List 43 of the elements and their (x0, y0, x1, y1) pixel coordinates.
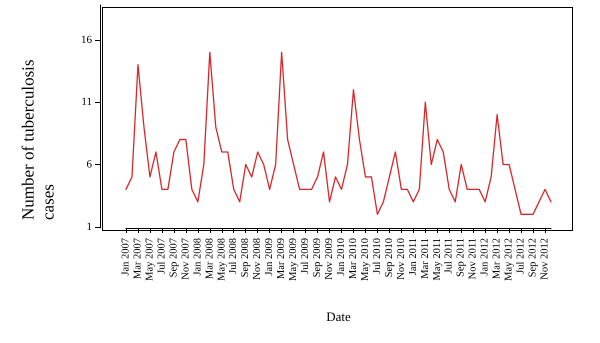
y-tick-label: 11 (81, 96, 92, 108)
y-tick-label: 1 (86, 220, 92, 233)
y-axis-title: Number of tuberculosis cases (18, 55, 58, 220)
x-tick-label: Sep 2011 (456, 238, 467, 277)
x-tick-label: Mar 2012 (492, 238, 503, 280)
x-tick-label: May 2009 (288, 238, 300, 281)
x-axis-title: Date (326, 309, 351, 324)
x-tick-label: Nov 2010 (396, 238, 407, 280)
x-tick-label: Jul 2010 (372, 238, 383, 274)
x-tick-label: Jul 2011 (444, 238, 455, 274)
x-tick-label: Nov 2008 (252, 238, 264, 280)
x-tick-label: Nov 2007 (180, 238, 192, 280)
x-tick-label: Jul 2008 (228, 238, 240, 274)
x-tick-label: May 2011 (432, 238, 443, 280)
x-tick-label: Nov 2012 (540, 238, 551, 280)
x-tick-label: Jul 2012 (516, 238, 527, 274)
x-tick-label: May 2008 (216, 238, 228, 281)
x-tick-label: Jul 2007 (156, 238, 168, 274)
x-tick-label: Jan 2010 (336, 238, 347, 276)
x-tick-label: May 2007 (144, 238, 156, 281)
x-tick-label: Mar 2007 (132, 238, 144, 280)
x-tick-label: Sep 2010 (384, 238, 395, 278)
x-tick-label: Nov 2009 (324, 238, 336, 280)
x-tick-label: Jan 2008 (192, 238, 204, 276)
x-tick-label: Mar 2011 (420, 238, 431, 279)
x-tick-label: May 2010 (360, 238, 371, 281)
line-series (125, 52, 552, 215)
y-tick-label: 16 (81, 34, 92, 46)
x-tick-label: Jan 2012 (480, 238, 491, 276)
x-tick-label: Jan 2007 (120, 238, 132, 276)
x-tick-label: Mar 2008 (204, 238, 216, 280)
x-tick-label: Nov 2011 (468, 238, 479, 280)
x-tick-label: Jan 2011 (408, 238, 419, 276)
x-tick-label: Jan 2009 (264, 238, 276, 276)
x-tick-label: Mar 2010 (348, 238, 359, 280)
x-tick-label: Sep 2007 (168, 238, 180, 278)
x-tick-label: Mar 2009 (276, 238, 288, 280)
x-tick-label: Sep 2012 (528, 238, 539, 278)
x-tick-label: May 2012 (504, 238, 515, 281)
x-tick-label: Jul 2009 (300, 238, 312, 274)
x-tick-label: Sep 2009 (312, 238, 324, 278)
x-tick-label: Sep 2008 (240, 238, 252, 278)
y-tick-label: 6 (86, 158, 92, 170)
